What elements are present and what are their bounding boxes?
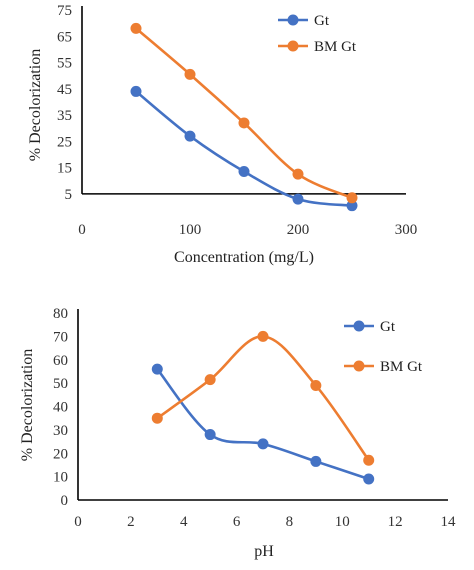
y-axis-title: % Decolorization <box>27 49 44 161</box>
data-point-bm-gt <box>257 330 269 342</box>
y-tick-label: 50 <box>53 376 68 392</box>
x-axis-title: pH <box>254 543 274 560</box>
y-tick-label: 60 <box>53 353 68 369</box>
data-point-bm-gt <box>363 454 375 466</box>
y-axis-title: % Decolorization <box>19 349 36 461</box>
y-tick-label: 30 <box>53 423 68 439</box>
x-tick-label: 6 <box>233 514 241 530</box>
data-point-bm-gt <box>151 412 163 424</box>
x-tick-label: 2 <box>127 514 135 530</box>
x-tick-label: 12 <box>388 514 403 530</box>
x-tick-label: 0 <box>74 514 82 530</box>
data-point-gt <box>346 200 358 212</box>
data-point-gt <box>204 429 216 441</box>
data-point-bm-gt <box>184 68 196 80</box>
y-tick-label: 0 <box>61 493 69 509</box>
data-point-bm-gt <box>204 374 216 386</box>
y-tick-label: 45 <box>57 82 72 98</box>
legend-marker-bm-gt <box>287 40 299 52</box>
y-tick-label: 20 <box>53 446 68 462</box>
data-point-bm-gt <box>238 117 250 129</box>
legend-label-gt: Gt <box>380 319 396 335</box>
y-tick-label: 55 <box>57 56 72 72</box>
x-tick-label: 200 <box>287 222 310 238</box>
data-point-gt <box>130 85 142 97</box>
x-tick-label: 100 <box>179 222 202 238</box>
legend-marker-gt <box>287 14 299 26</box>
y-tick-label: 40 <box>53 400 68 416</box>
data-point-gt <box>257 438 269 450</box>
data-point-gt <box>292 193 304 205</box>
series-line-gt <box>134 90 354 207</box>
data-point-gt <box>310 455 322 467</box>
legend-label-bm-gt: BM Gt <box>314 39 357 55</box>
y-tick-label: 10 <box>53 470 68 486</box>
data-point-bm-gt <box>130 22 142 34</box>
data-point-gt <box>184 130 196 142</box>
y-tick-label: 5 <box>65 187 73 203</box>
data-point-bm-gt <box>346 192 358 204</box>
y-tick-label: 75 <box>57 3 72 19</box>
data-point-bm-gt <box>292 168 304 180</box>
chart-ph: 0 10 20 30 40 50 60 70 80 0 2 4 6 8 10 12 14 pH % Decolori… <box>19 306 456 560</box>
chart-concentration: 5 15 25 35 45 55 65 75 0 100 200 300 Concentration (… <box>27 3 417 266</box>
x-tick-label: 0 <box>78 222 86 238</box>
legend-marker-bm-gt <box>353 360 365 372</box>
data-point-gt <box>363 473 375 485</box>
y-tick-label: 70 <box>53 329 68 345</box>
x-tick-label: 4 <box>180 514 188 530</box>
series-line-gt <box>155 367 371 481</box>
x-tick-label: 14 <box>441 514 457 530</box>
y-tick-label: 25 <box>57 134 72 150</box>
x-axis-title: Concentration (mg/L) <box>174 249 314 266</box>
x-tick-label: 10 <box>335 514 350 530</box>
y-tick-label: 35 <box>57 108 72 124</box>
x-tick-label: 300 <box>395 222 418 238</box>
x-tick-label: 8 <box>286 514 294 530</box>
legend-marker-gt <box>353 320 365 332</box>
data-point-bm-gt <box>310 379 322 391</box>
legend-label-bm-gt: BM Gt <box>380 359 423 375</box>
y-tick-label: 80 <box>53 306 68 322</box>
y-tick-label: 15 <box>57 161 72 177</box>
data-point-gt <box>151 363 163 375</box>
legend-label-gt: Gt <box>314 13 330 29</box>
y-tick-label: 65 <box>57 29 72 45</box>
data-point-gt <box>238 166 250 178</box>
